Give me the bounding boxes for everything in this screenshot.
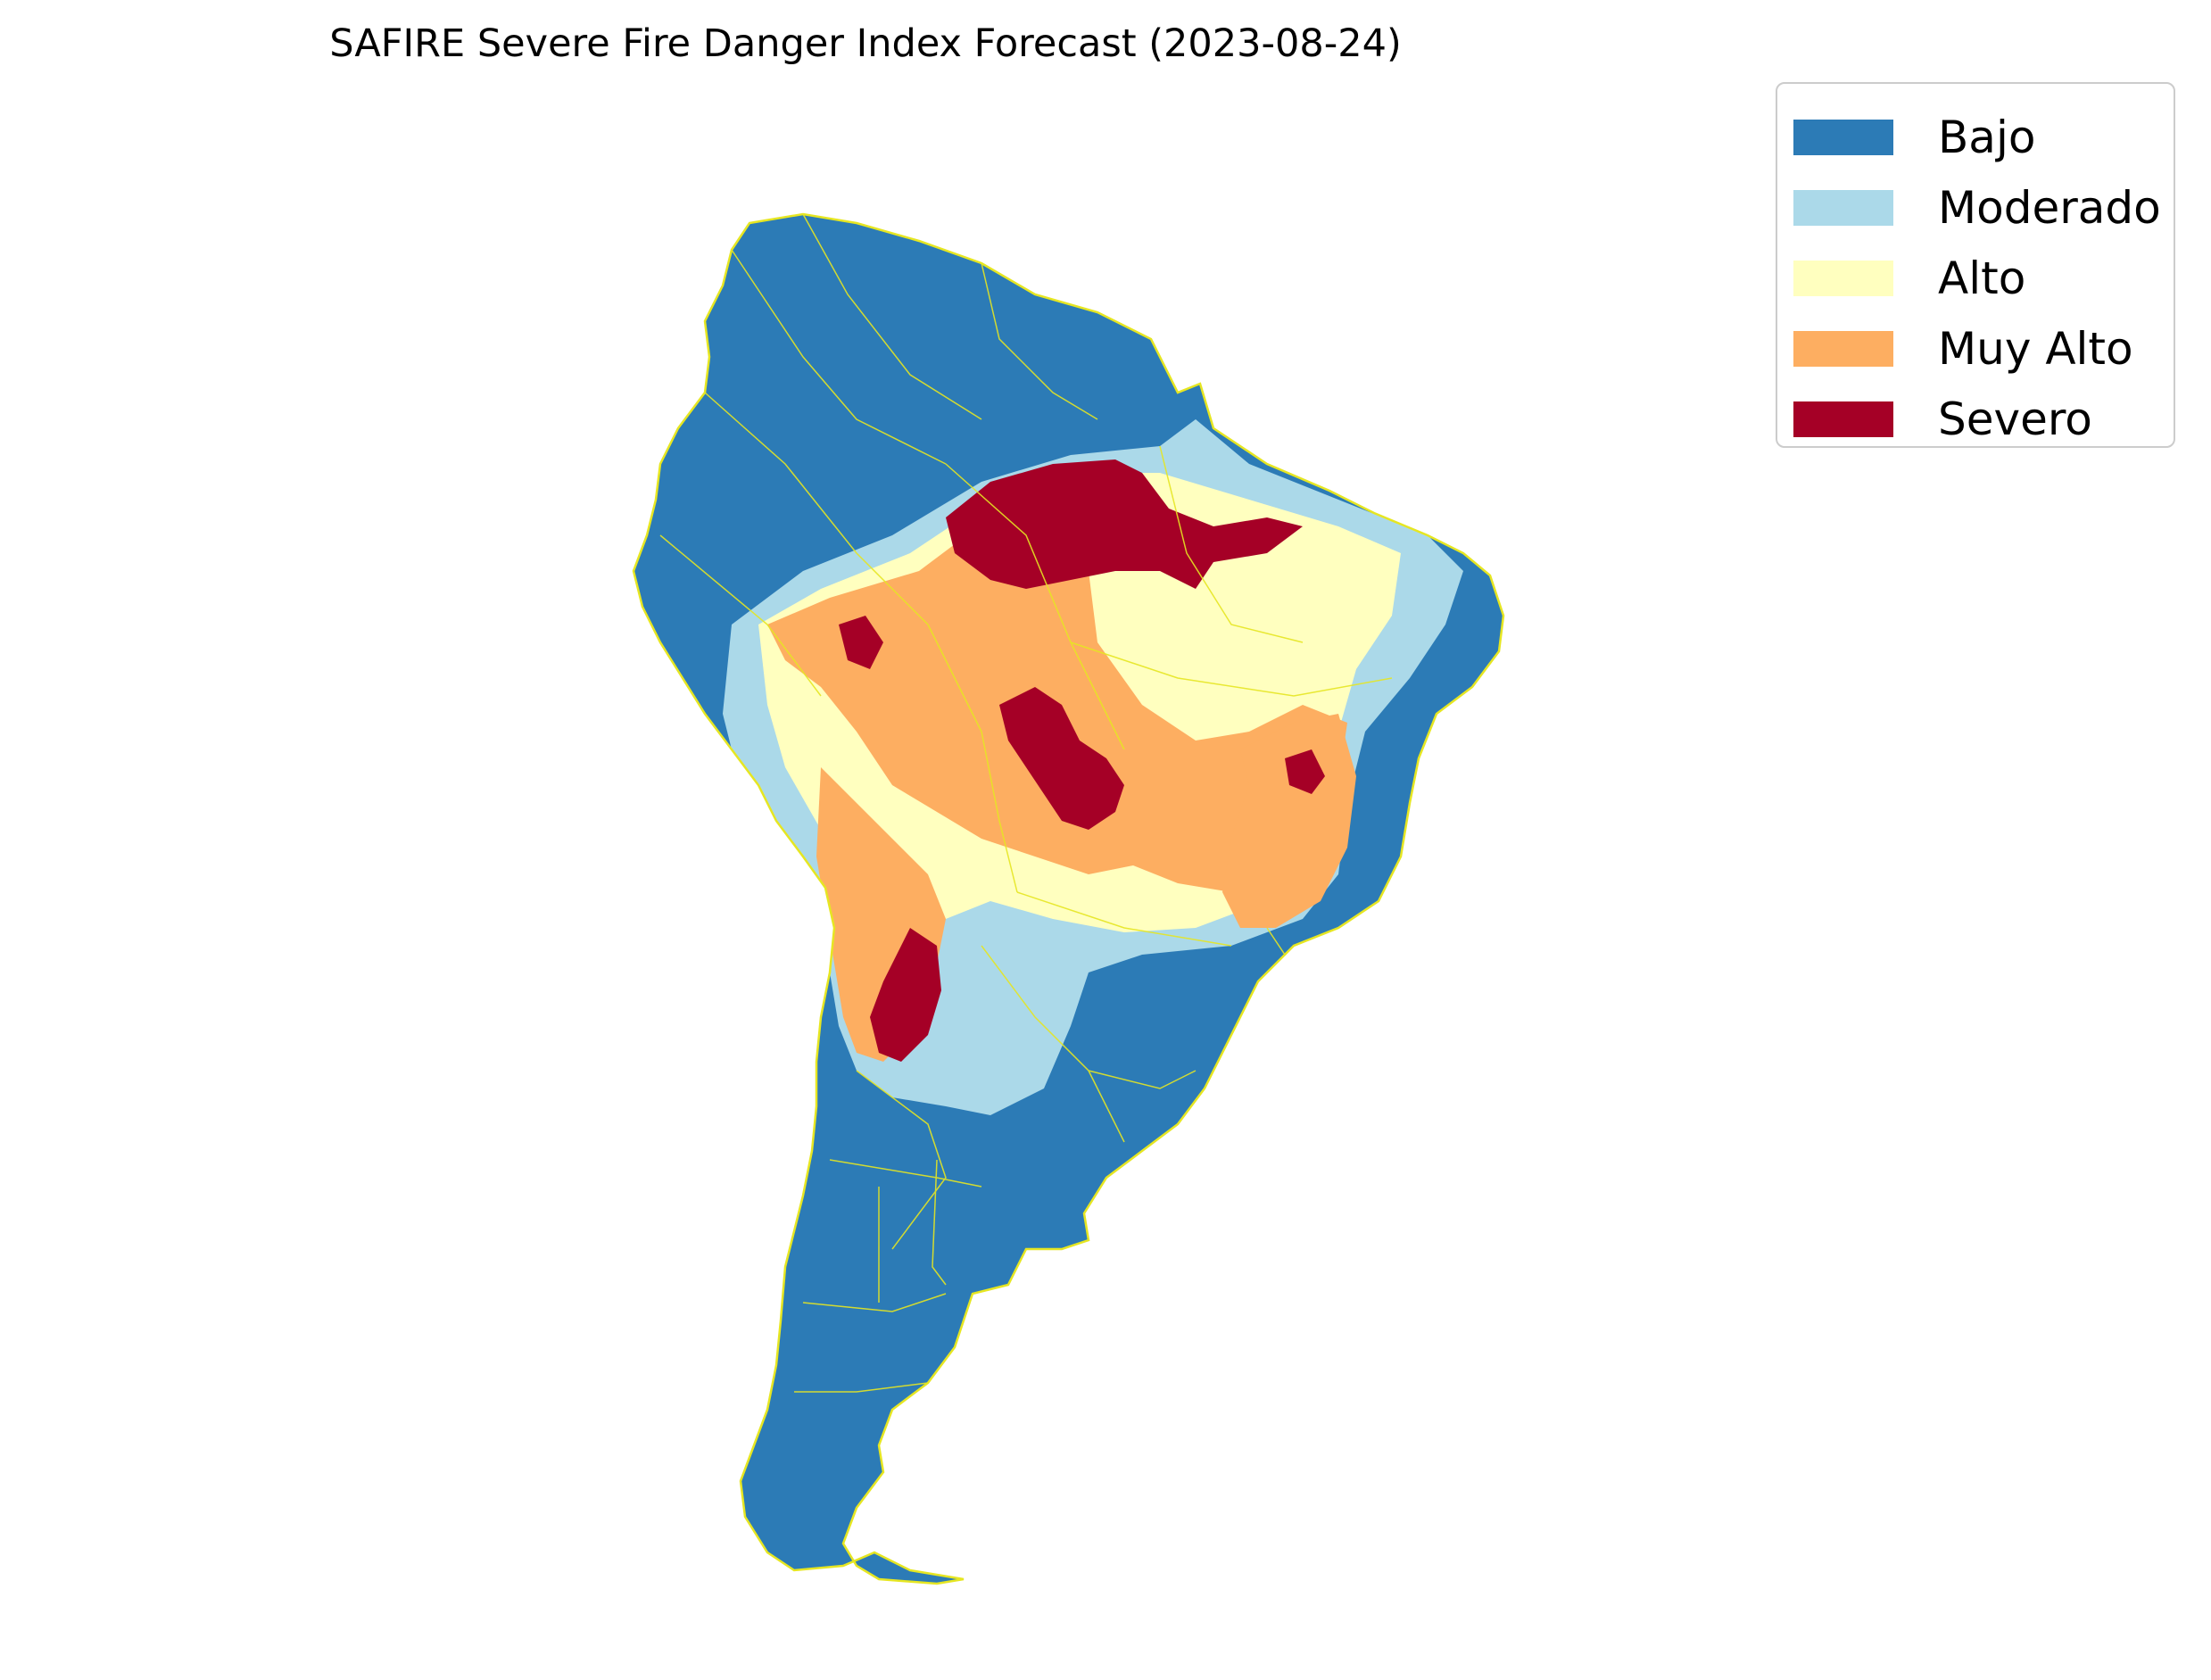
legend-label: Alto [1938,252,2026,304]
admin-boundaries [659,214,1393,1393]
legend-label: Muy Alto [1938,322,2133,375]
zone-severo-andes [870,928,941,1062]
legend-swatch-muy-alto [1793,330,1893,367]
map-title: SAFIRE Severe Fire Danger Index Forecast… [329,21,1402,66]
legend-swatch-alto [1793,260,1893,296]
legend-swatch-moderado [1793,189,1893,226]
zone-severo-central [999,687,1124,830]
legend-item-bajo: Bajo [1793,102,2174,172]
legend-swatch-severo [1793,401,1893,437]
zone-severo-west [839,616,883,669]
legend-item-moderado: Moderado [1793,172,2174,243]
zone-muy-alto-east [1222,714,1356,928]
legend-swatch-bajo [1793,119,1893,155]
legend-label: Severo [1938,393,2092,445]
legend-label: Moderado [1938,181,2161,234]
legend-item-alto: Alto [1793,243,2174,313]
legend-label: Bajo [1938,111,2036,163]
legend-item-muy-alto: Muy Alto [1793,313,2174,384]
legend-item-severo: Severo [1793,384,2174,454]
zone-muy-alto-central [767,500,1347,892]
zone-severo-east [1285,749,1325,794]
legend: Bajo Moderado Alto Muy Alto Severo [1776,82,2175,448]
